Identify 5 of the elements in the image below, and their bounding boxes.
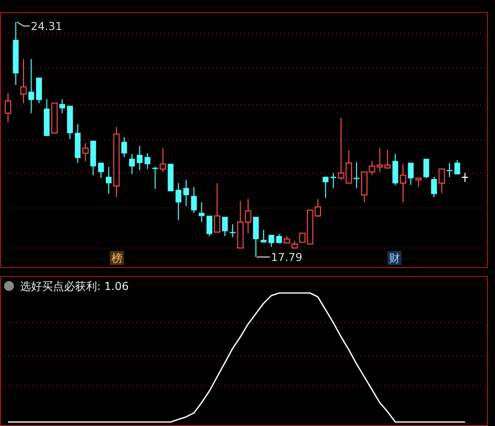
annotation: 17.79 [270,251,302,264]
chart-title: 选好买点必获利: 1.06 [20,280,129,293]
annotation: 财 [388,252,400,265]
annotation: 榜 [111,252,122,265]
annotation: 24.31 [30,20,62,33]
